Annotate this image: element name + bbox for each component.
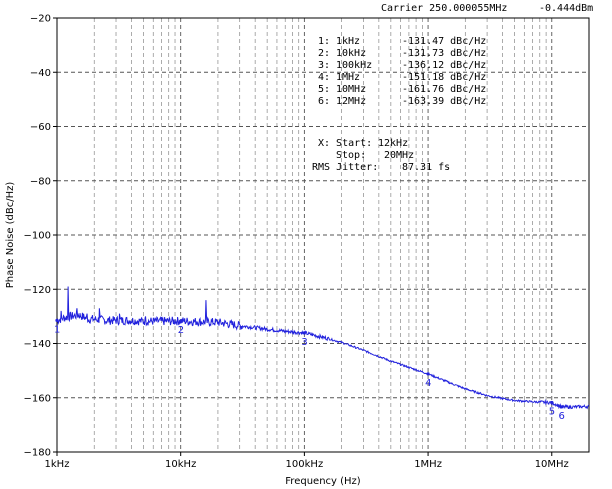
y-tick-label: −40: [30, 68, 51, 79]
marker-table-index: 5:: [318, 84, 330, 95]
marker-table-freq: 100kHz: [336, 60, 372, 71]
marker-point: [179, 319, 183, 323]
y-tick-labels: −20 −40 −60 −80 −100 −120 −140 −160 −180: [24, 14, 51, 459]
marker-table-value: -131.73 dBc/Hz: [402, 48, 486, 59]
marker-point: [559, 405, 564, 409]
carrier-power: -0.444dBm: [539, 3, 593, 14]
y-tick-label: −140: [24, 339, 51, 350]
jitter-start-label: X: Start:: [318, 138, 372, 149]
marker-table-index: 2:: [318, 48, 330, 59]
y-tick-label: −120: [24, 285, 51, 296]
marker-table-freq: 10kHz: [336, 48, 366, 59]
y-tick-label: −160: [24, 393, 51, 404]
marker-table-freq: 1kHz: [336, 36, 360, 47]
y-tick-label: −80: [30, 176, 51, 187]
jitter-start-value: 12kHz: [378, 138, 408, 149]
x-tick-label: 10kHz: [165, 459, 196, 470]
marker-table-value: -163.39 dBc/Hz: [402, 96, 486, 107]
y-tick-label: −100: [24, 231, 51, 242]
marker-table-value: -136.12 dBc/Hz: [402, 60, 486, 71]
marker-table-value: -151.18 dBc/Hz: [402, 72, 486, 83]
phase-noise-series: [56, 286, 590, 410]
marker-points: 1 2 3 4 5 6: [54, 318, 565, 422]
marker-label: 4: [425, 378, 431, 389]
marker-label: 2: [178, 325, 184, 336]
marker-label: 6: [559, 411, 565, 422]
marker-table-freq: 12MHz: [336, 96, 366, 107]
jitter-rms-value: 87.31 fs: [402, 162, 450, 173]
jitter-stop-value: 20MHz: [384, 150, 414, 161]
marker-point: [426, 372, 430, 376]
major-gridlines: [57, 18, 589, 452]
y-tick-label: −60: [30, 122, 51, 133]
marker-table-freq: 10MHz: [336, 84, 366, 95]
y-axis-label: Phase Noise (dBc/Hz): [5, 182, 16, 289]
jitter-rms-label: RMS Jitter:: [312, 162, 378, 173]
marker-label: 5: [549, 407, 555, 418]
marker-table-index: 4:: [318, 72, 330, 83]
x-tick-label: 10MHz: [535, 459, 569, 470]
x-tick-label: 100kHz: [286, 459, 324, 470]
axis-ticks: [53, 17, 553, 456]
phase-noise-line: [56, 286, 590, 410]
x-tick-label: 1kHz: [45, 459, 70, 470]
marker-label: 1: [54, 324, 60, 335]
marker-table-index: 3:: [318, 60, 330, 71]
marker-table-value: -131.47 dBc/Hz: [402, 36, 486, 47]
marker-point: [302, 331, 306, 335]
x-tick-label: 1MHz: [414, 459, 442, 470]
marker-table-freq: 1MHz: [336, 72, 360, 83]
marker-table-index: 1:: [318, 36, 330, 47]
y-tick-label: −20: [30, 14, 51, 25]
x-tick-labels: 1kHz 10kHz 100kHz 1MHz 10MHz: [45, 459, 569, 470]
marker-label: 3: [301, 337, 307, 348]
jitter-stop-label: Stop:: [336, 150, 366, 161]
marker-table-index: 6:: [318, 96, 330, 107]
marker-point: [550, 400, 554, 405]
x-axis-label: Frequency (Hz): [285, 476, 361, 487]
marker-table-value: -161.76 dBc/Hz: [402, 84, 486, 95]
carrier-label: Carrier 250.000055MHz: [381, 3, 507, 14]
y-tick-label: −180: [24, 448, 51, 459]
marker-table: 1: 1kHz -131.47 dBc/Hz 2: 10kHz -131.73 dBc/H…: [318, 36, 486, 107]
jitter-block: X: Start: 12kHz Stop: 20MHz RMS Jitter: …: [312, 138, 450, 173]
marker-point: [55, 318, 59, 322]
